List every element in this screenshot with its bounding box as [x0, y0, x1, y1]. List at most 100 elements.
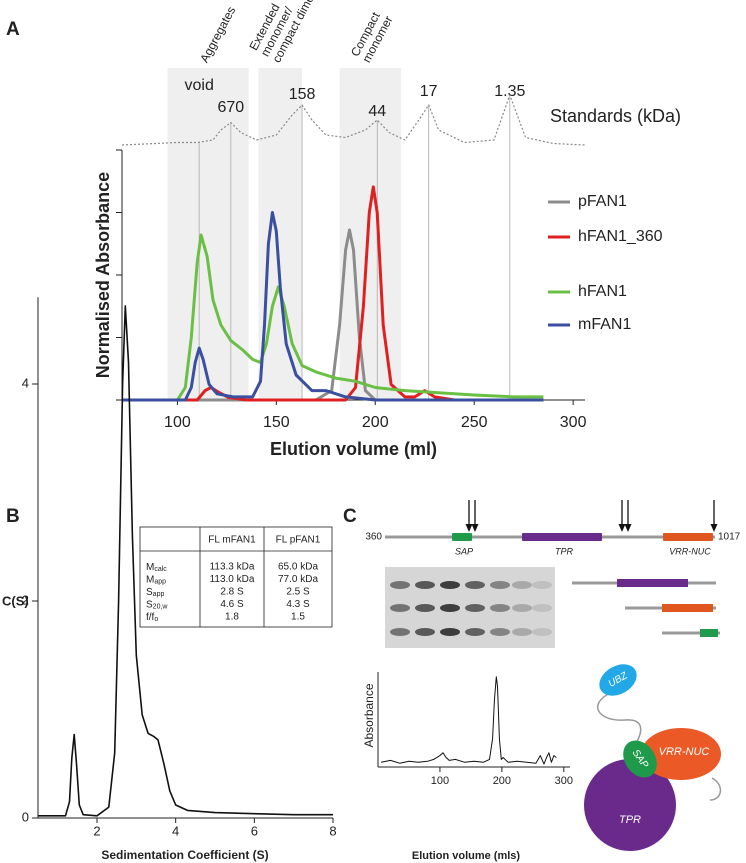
table-header: FL mFAN1: [208, 535, 256, 546]
legend-label: hFAN1: [578, 283, 627, 300]
domain-label: SAP: [455, 546, 473, 556]
cut-arrowhead: [710, 524, 718, 532]
table-header: FL pFAN1: [276, 535, 321, 546]
row-label-sub: calc: [154, 566, 167, 573]
row-label: Sapp: [146, 587, 164, 598]
gel-band: [440, 581, 460, 589]
gel-band: [490, 581, 510, 589]
row-label-sub: app: [154, 578, 166, 585]
sap-domain: [623, 740, 657, 778]
domain: [452, 533, 472, 541]
gel-band: [512, 628, 532, 636]
gel-band: [490, 604, 510, 612]
standard-label: 158: [289, 86, 316, 103]
x-tick-label: 8: [329, 823, 336, 838]
series-line: [121, 94, 586, 146]
domain: [663, 533, 713, 541]
construct-domain: [662, 604, 713, 612]
cut-arrowhead: [471, 524, 479, 532]
y-tick-label: 4: [22, 375, 29, 390]
table-cell: 4.3 S: [286, 599, 310, 610]
table-cell: 1.5: [291, 612, 305, 623]
construct-domain: [617, 579, 688, 587]
protein-end: 1017: [718, 532, 741, 543]
legend-label: pFAN1: [578, 193, 627, 210]
gel-band: [390, 581, 410, 589]
row-label-main: S: [146, 599, 153, 610]
x-axis-title: Sedimentation Coefficient (S): [101, 848, 268, 862]
region-label-line: Aggregates: [197, 4, 238, 65]
cartoon-label: VRR-NUC: [659, 746, 710, 758]
x-tick-label: 100: [164, 414, 191, 431]
standard-label: 17: [420, 83, 438, 100]
gel-band: [532, 581, 552, 589]
row-label: S20,w: [146, 599, 168, 610]
x-tick-label: 200: [362, 414, 389, 431]
row-label-main: f/f: [146, 612, 155, 623]
gel-band: [440, 628, 460, 636]
table-cell: 2.8 S: [220, 587, 244, 598]
gel-band: [512, 604, 532, 612]
cut-arrowhead: [465, 524, 473, 532]
gel-band: [512, 581, 532, 589]
panel-label: A: [6, 19, 20, 40]
standard-label: 670: [217, 99, 244, 116]
gel-band: [415, 628, 435, 636]
gel-band: [415, 604, 435, 612]
gel-band: [390, 628, 410, 636]
legend-label: mFAN1: [578, 316, 631, 333]
x-axis-title: Elution volume (mls): [412, 850, 521, 862]
row-label-main: S: [146, 587, 153, 598]
x-tick-label: 100: [431, 775, 449, 787]
series-line: [380, 676, 557, 765]
cut-arrowhead: [618, 524, 626, 532]
domain-label: TPR: [555, 546, 574, 556]
x-tick-label: 250: [461, 414, 488, 431]
gel-band: [465, 628, 485, 636]
region-label: Aggregates: [197, 4, 238, 65]
y-tick-label: 2: [22, 592, 29, 607]
protein-start: 360: [365, 532, 382, 543]
row-label-main: M: [146, 574, 154, 585]
cut-arrowhead: [624, 524, 632, 532]
legend-label: hFAN1_360: [578, 228, 663, 245]
standard-label: void: [184, 77, 213, 94]
cartoon-label: TPR: [619, 814, 641, 826]
series-line: [122, 211, 544, 402]
series-line: [122, 228, 544, 402]
x-tick-label: 4: [172, 823, 179, 838]
x-tick-label: 2: [93, 823, 100, 838]
row-label-sub: 20,w: [153, 603, 169, 610]
x-tick-label: 6: [251, 823, 258, 838]
x-tick-label: 300: [555, 775, 573, 787]
table-cell: 113.0 kDa: [210, 574, 255, 585]
ubz-domain: [599, 664, 637, 696]
row-label: Mapp: [146, 574, 166, 585]
y-axis-title: Absorbance: [362, 683, 376, 747]
table-cell: 77.0 kDa: [278, 574, 318, 585]
y-axis-title: C(S): [2, 593, 29, 608]
tpr-domain: [584, 759, 676, 851]
table-frame: [139, 526, 333, 628]
construct-domain: [700, 629, 718, 637]
row-label-sub: app: [153, 591, 165, 598]
row-label: f/fo: [146, 612, 158, 623]
table-cell: 65.0 kDa: [278, 562, 318, 573]
standard-label: 44: [368, 103, 386, 120]
standard-label: 1.35: [494, 83, 525, 100]
x-axis-title: Elution volume (ml): [270, 439, 437, 459]
x-tick-label: 150: [263, 414, 290, 431]
panel-label: B: [6, 506, 20, 527]
linker: [597, 691, 642, 753]
gel-band: [532, 604, 552, 612]
gel-band: [532, 628, 552, 636]
series-line: [122, 233, 544, 402]
gel-band: [415, 581, 435, 589]
domain-label: VRR-NUC: [669, 546, 711, 556]
domain: [522, 533, 602, 541]
gel-band: [390, 604, 410, 612]
gel-band: [465, 604, 485, 612]
